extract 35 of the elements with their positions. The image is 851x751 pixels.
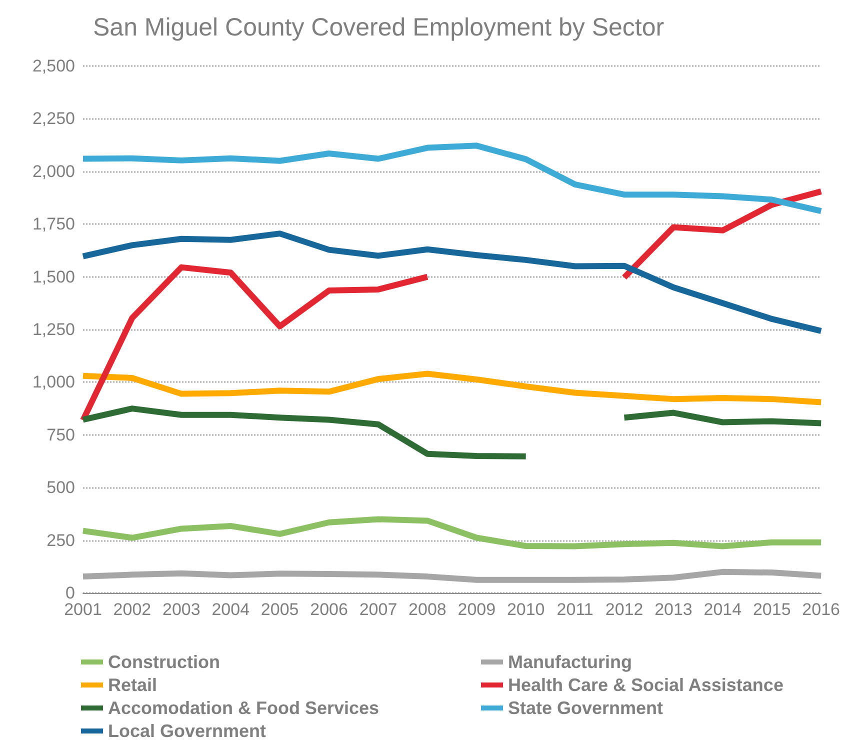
legend-label: Manufacturing <box>508 652 632 672</box>
x-tick-label: 2001 <box>64 600 102 619</box>
legend-label: Accomodation & Food Services <box>108 698 380 718</box>
x-tick-label: 2003 <box>162 600 200 619</box>
x-tick-label: 2007 <box>359 600 398 619</box>
x-tick-label: 2011 <box>556 600 594 619</box>
x-tick-label: 2009 <box>458 600 496 619</box>
legend-label: State Government <box>508 698 664 718</box>
y-tick-label: 500 <box>46 478 75 498</box>
x-tick-label: 2004 <box>212 600 250 619</box>
x-tick-label: 2015 <box>752 600 791 619</box>
y-tick-label: 2,500 <box>32 56 75 76</box>
y-tick-label: 250 <box>46 530 75 550</box>
legend-label: Health Care & Social Assistance <box>508 675 784 695</box>
legend-label: Construction <box>108 652 220 672</box>
y-tick-label: 1,250 <box>32 320 75 339</box>
y-tick-label: 750 <box>46 425 75 444</box>
x-tick-label: 2013 <box>654 600 692 619</box>
y-tick-label: 1,500 <box>32 267 75 286</box>
y-tick-label: 2,250 <box>32 109 75 128</box>
x-tick-label: 2002 <box>113 600 152 619</box>
x-tick-label: 2006 <box>310 600 348 619</box>
x-tick-label: 2016 <box>802 600 840 619</box>
legend-label: Local Government <box>108 721 266 741</box>
y-tick-label: 2,000 <box>32 162 75 181</box>
x-tick-label: 2008 <box>408 600 446 619</box>
x-tick-label: 2005 <box>260 600 299 619</box>
y-tick-label: 1,750 <box>32 214 75 234</box>
y-tick-label: 1,000 <box>32 372 75 392</box>
x-tick-label: 2012 <box>605 600 644 619</box>
chart-title: San Miguel County Covered Employment by Sector <box>93 14 664 42</box>
legend-label: Retail <box>108 675 158 695</box>
x-tick-label: 2010 <box>506 600 545 619</box>
y-tick-label: 0 <box>66 584 75 602</box>
x-tick-label: 2014 <box>704 600 742 619</box>
